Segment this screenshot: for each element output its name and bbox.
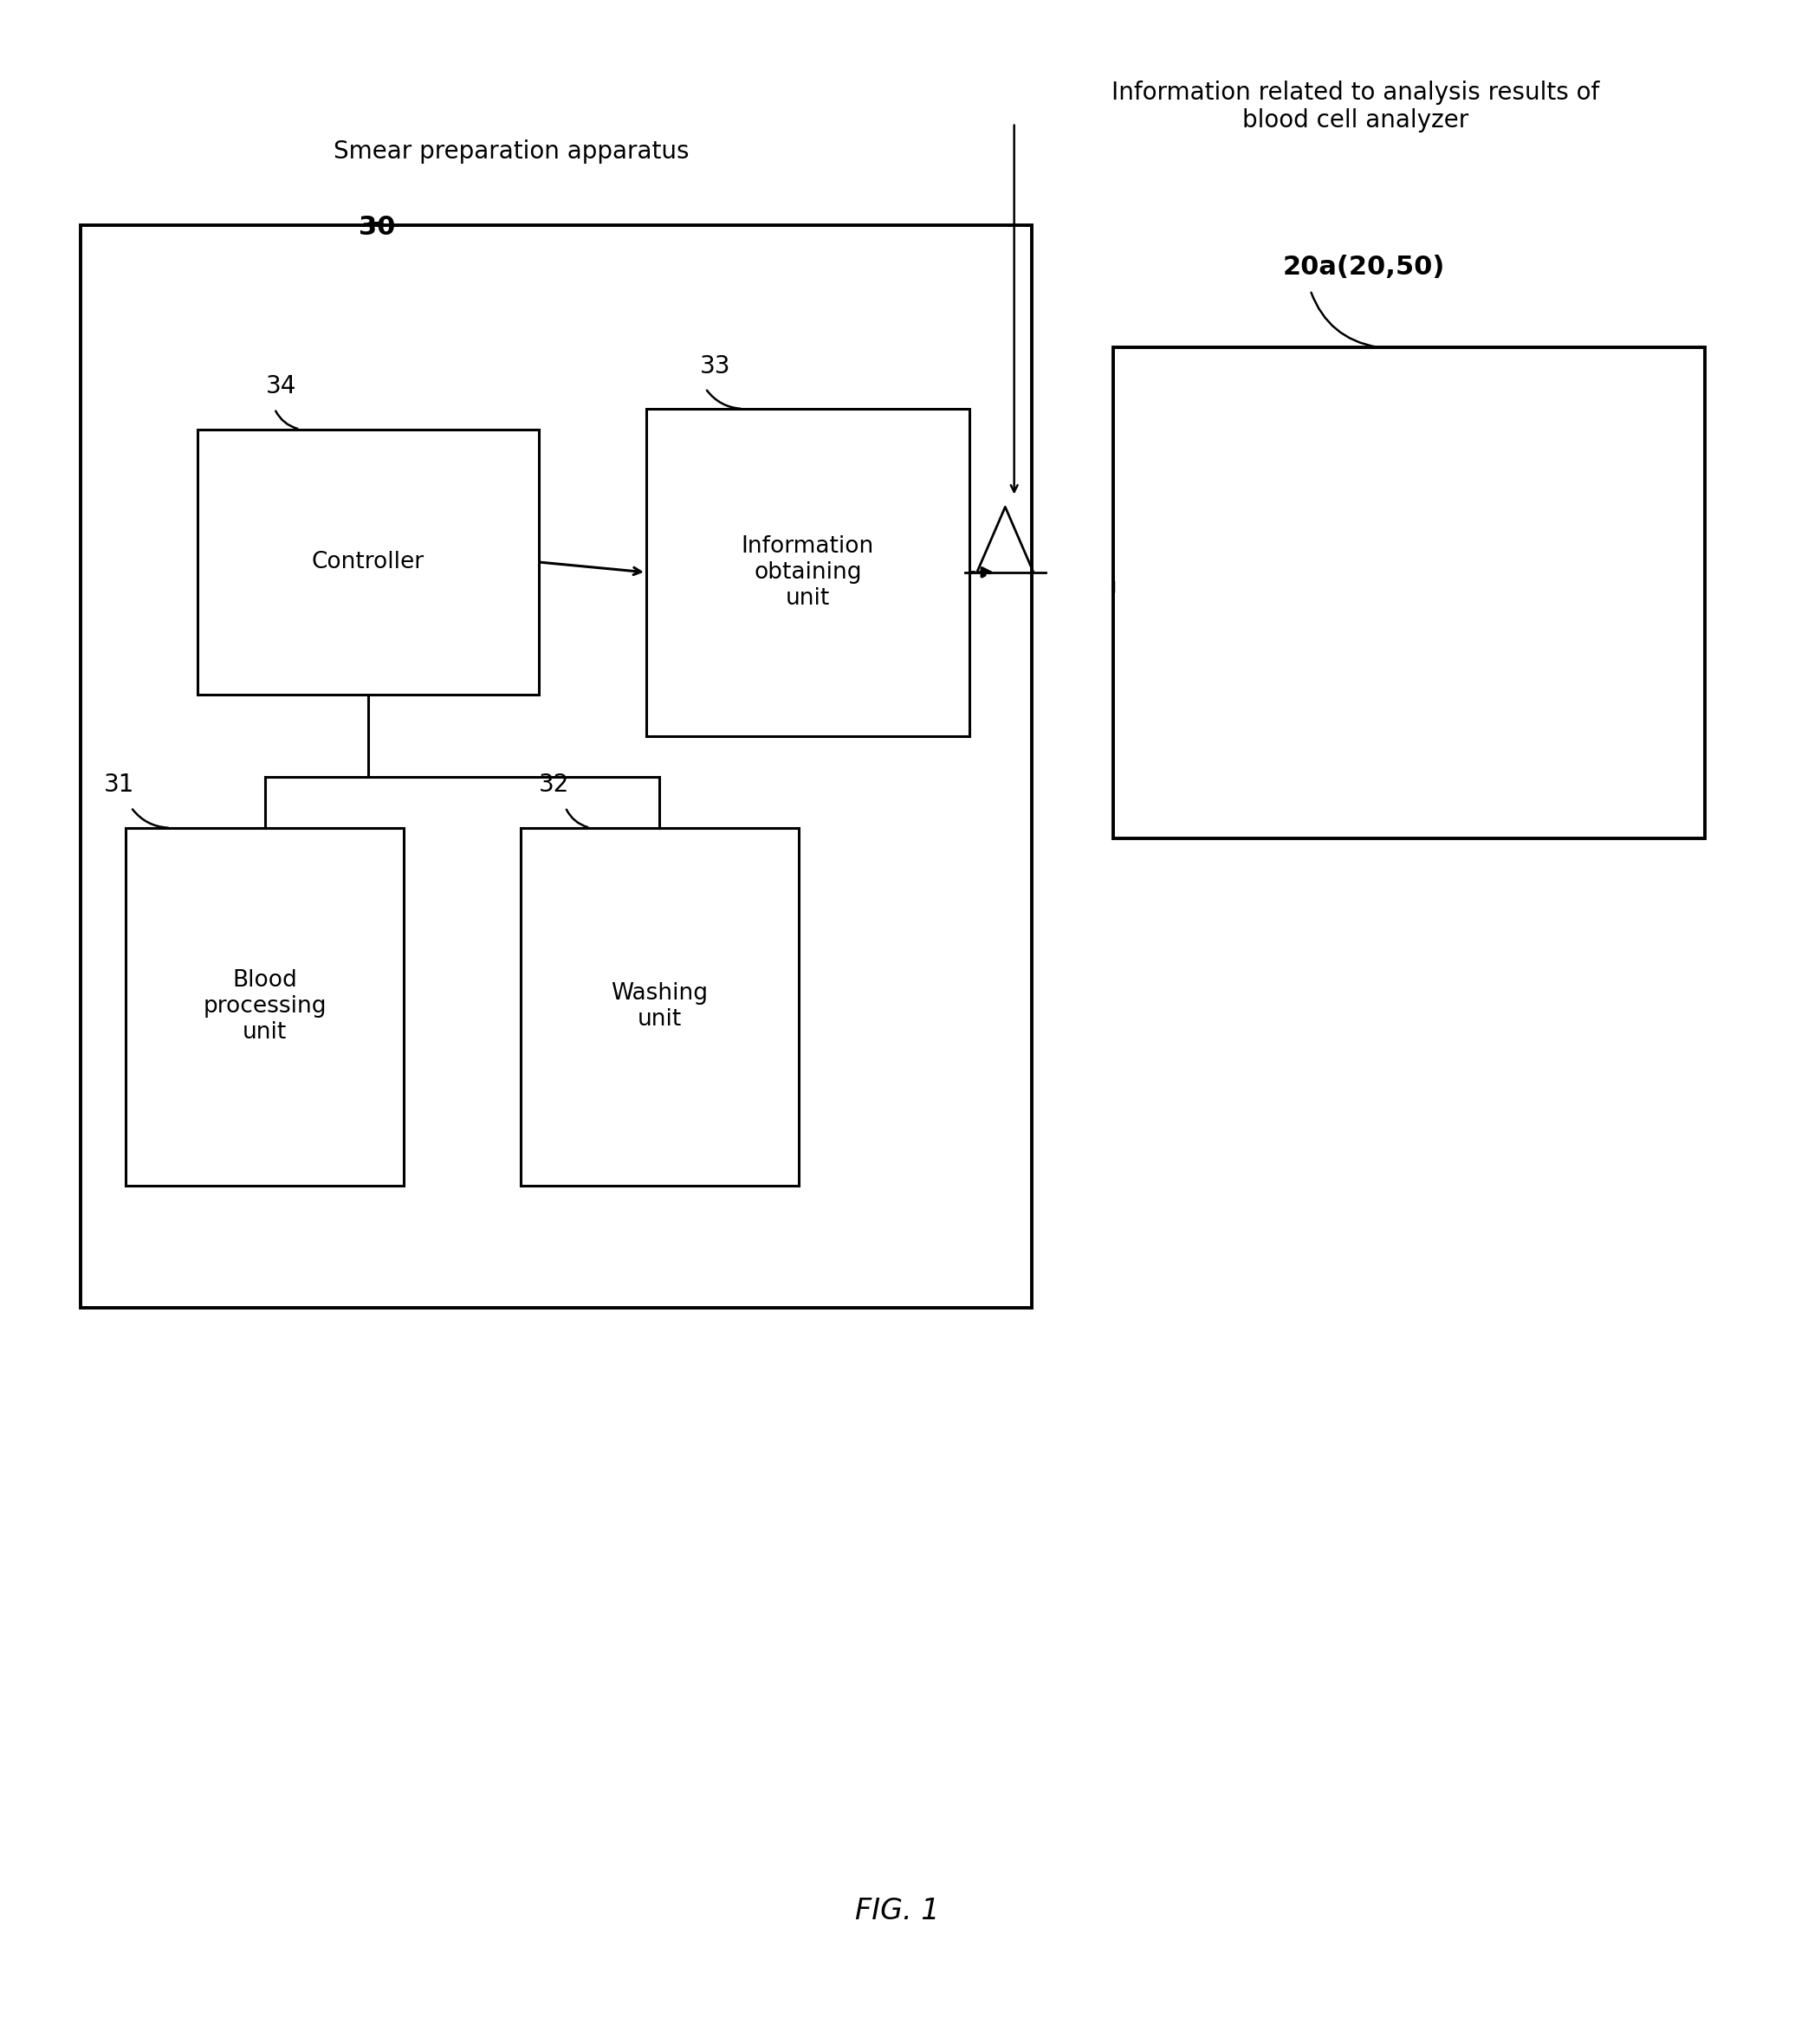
Bar [81,225,1032,1308]
Text: FIG. 1: FIG. 1 [854,1897,941,1925]
Text: 31: 31 [104,773,135,797]
Bar [126,828,404,1186]
Text: Information
obtaining
unit: Information obtaining unit [741,536,874,609]
Text: 33: 33 [700,354,731,378]
Text: 20a(20,50): 20a(20,50) [1283,256,1445,280]
Bar [521,828,799,1186]
Text: Smear preparation apparatus: Smear preparation apparatus [334,139,689,164]
Text: 34: 34 [266,374,296,399]
Text: 30: 30 [359,215,395,239]
Text: Information related to analysis results of
blood cell analyzer: Information related to analysis results … [1111,80,1599,133]
Text: Blood
processing
unit: Blood processing unit [203,969,327,1044]
Text: Controller: Controller [312,550,424,574]
Bar [197,429,538,695]
Bar [646,409,969,736]
Text: Washing
unit: Washing unit [610,983,709,1030]
Bar [1113,347,1705,838]
Text: 32: 32 [538,773,569,797]
